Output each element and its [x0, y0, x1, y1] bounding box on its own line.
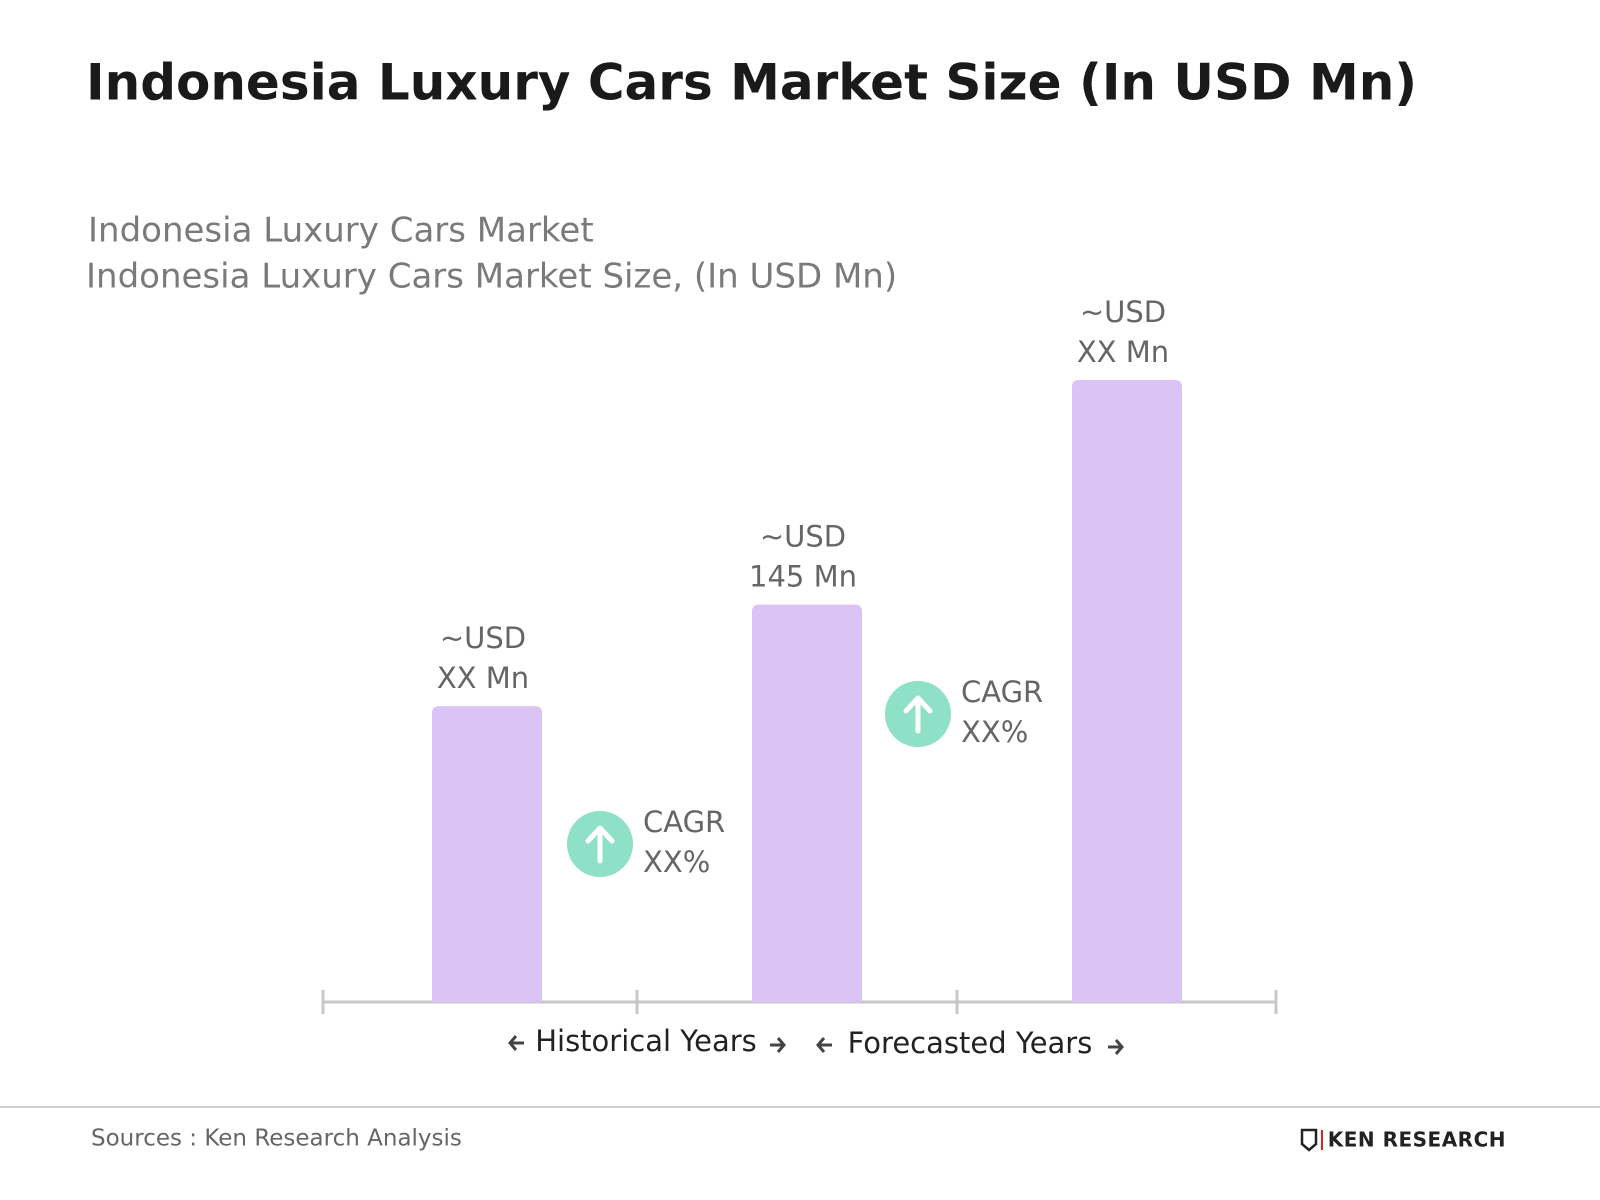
period-label: Forecasted Years [848, 1026, 1093, 1060]
arrow-right [770, 1037, 786, 1053]
brand-icon [1300, 1128, 1318, 1152]
period-label: Historical Years [535, 1024, 757, 1058]
cagr-badge: CAGR XX% [885, 675, 1043, 749]
subtitle: Indonesia Luxury Cars Market [88, 211, 594, 251]
cagr-badge: CAGR XX% [567, 805, 725, 879]
bar [752, 604, 862, 1002]
brand-name: KEN RESEARCH [1328, 1128, 1506, 1152]
brand-logo: KEN RESEARCH [1300, 1128, 1506, 1152]
value-label: ~USD [440, 621, 526, 655]
bar [432, 706, 542, 1002]
cagr-label: XX% [961, 715, 1028, 749]
arrow-left [508, 1035, 524, 1051]
value-label: 145 Mn [749, 560, 857, 594]
chart-title: Indonesia Luxury Cars Market Size (In US… [86, 54, 1417, 112]
bar [1072, 380, 1182, 1002]
value-label: XX Mn [437, 661, 529, 695]
subtitle: Indonesia Luxury Cars Market Size, (In U… [86, 257, 897, 297]
arrow-left [816, 1037, 832, 1053]
value-label: ~USD [760, 520, 846, 554]
arrow-right [1108, 1039, 1124, 1055]
period-arrows [508, 1035, 1124, 1055]
cagr-arrow [903, 695, 933, 734]
value-label: ~USD [1080, 295, 1166, 329]
cagr-arrow [585, 825, 615, 864]
source: Sources : Ken Research Analysis [91, 1126, 462, 1152]
cagr-label: XX% [643, 845, 710, 879]
value-label: XX Mn [1077, 335, 1169, 369]
cagr-label: CAGR [643, 805, 725, 839]
cagr-label: CAGR [961, 675, 1043, 709]
